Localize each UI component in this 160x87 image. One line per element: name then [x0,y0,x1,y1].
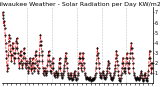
Title: Milwaukee Weather - Solar Radiation per Day KW/m2: Milwaukee Weather - Solar Radiation per … [0,2,160,7]
